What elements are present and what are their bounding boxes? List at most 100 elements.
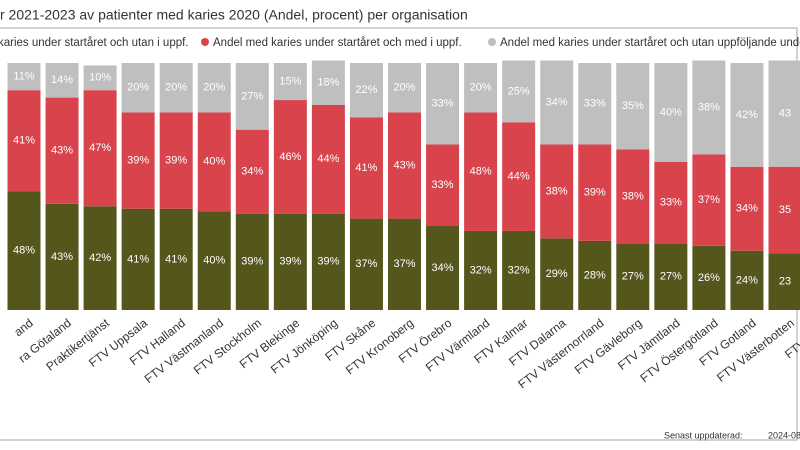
value-label: 35	[779, 204, 791, 216]
bar-segment	[540, 238, 574, 310]
value-label: 20%	[165, 82, 187, 94]
value-label: 20%	[203, 82, 225, 94]
bar-segment	[159, 112, 193, 209]
value-label: 23	[779, 276, 791, 288]
value-label: 40%	[203, 156, 225, 168]
bar-segment	[692, 60, 726, 155]
bar-segment	[502, 230, 536, 310]
value-label: 43%	[393, 159, 415, 171]
value-label: 24%	[736, 274, 758, 286]
bar-segment	[502, 122, 536, 231]
bar-segment	[464, 63, 498, 113]
bar-segment	[83, 65, 117, 91]
bar-segment	[768, 166, 800, 254]
value-label: 34%	[546, 96, 568, 108]
bar-segment	[540, 60, 574, 145]
value-label: 33%	[584, 98, 606, 110]
bar-segment	[730, 166, 764, 251]
bar-segment	[654, 63, 688, 162]
value-label: 38%	[698, 101, 720, 113]
value-label: 33%	[432, 98, 454, 110]
value-label: 27%	[622, 271, 644, 283]
footer-label: Senast uppdaterad:	[664, 430, 743, 440]
bar-segment	[7, 191, 41, 310]
value-label: 15%	[279, 75, 301, 87]
value-label: 18%	[317, 77, 339, 89]
bar-segment	[45, 63, 79, 98]
value-label: 27%	[660, 271, 682, 283]
legend-marker	[488, 38, 496, 46]
value-label: 43%	[51, 251, 73, 263]
value-label: 25%	[508, 85, 530, 97]
value-label: 10%	[89, 72, 111, 84]
value-label: 44%	[508, 171, 530, 183]
bar-segment	[464, 112, 498, 231]
value-label: 47%	[89, 142, 111, 154]
value-label: 34%	[736, 203, 758, 215]
bar-segment	[349, 63, 383, 118]
bar-segment	[273, 63, 307, 101]
value-label: 20%	[393, 82, 415, 94]
bar-segment	[654, 161, 688, 244]
value-label: 42%	[89, 252, 111, 264]
bar-segment	[121, 63, 155, 113]
bar-segment	[273, 213, 307, 310]
bar-segment	[616, 63, 650, 150]
bar-segment	[349, 117, 383, 219]
value-label: 34%	[241, 166, 263, 178]
bar-segment	[768, 60, 800, 167]
value-label: 27%	[241, 90, 263, 102]
bar-segment	[159, 208, 193, 310]
bar-segment	[7, 90, 41, 192]
value-label: 39%	[127, 154, 149, 166]
bar-segment	[730, 250, 764, 310]
value-label: 20%	[470, 82, 492, 94]
value-label: 33%	[660, 196, 682, 208]
bar-segment	[692, 245, 726, 310]
value-label: 38%	[622, 190, 644, 202]
value-label: 38%	[546, 185, 568, 197]
value-label: 26%	[698, 272, 720, 284]
bar-segment	[426, 144, 460, 227]
bar-segment	[426, 226, 460, 310]
bar-segment	[83, 206, 117, 310]
bar-segment	[7, 63, 41, 91]
bar-segment	[121, 112, 155, 209]
bar-segment	[273, 100, 307, 214]
value-label: 39%	[241, 256, 263, 268]
value-label: 32%	[470, 264, 492, 276]
value-label: 20%	[127, 82, 149, 94]
value-label: 46%	[279, 151, 301, 163]
value-label: 39%	[317, 256, 339, 268]
value-label: 48%	[470, 166, 492, 178]
bar-segment	[197, 211, 231, 310]
bar-segment	[197, 63, 231, 113]
value-label: 39%	[165, 154, 187, 166]
bar-segment	[464, 230, 498, 310]
bar-segment	[578, 240, 612, 310]
value-label: 43	[779, 108, 791, 120]
bar-segment	[616, 149, 650, 244]
bar-segment	[235, 63, 269, 130]
legend-marker	[201, 38, 209, 46]
value-label: 22%	[355, 84, 377, 96]
legend-label: Andel med karies under startåret och uta…	[500, 37, 800, 49]
legend-label: karies under startåret och utan i uppf.	[0, 37, 189, 49]
bar-segment	[426, 63, 460, 145]
bar-segment	[159, 63, 193, 113]
bar-segment	[502, 60, 536, 123]
bar-segment	[730, 63, 764, 167]
value-label: 39%	[279, 256, 301, 268]
bar-segment	[388, 112, 421, 219]
footer-date: 2024-08-	[768, 430, 800, 440]
bar-segment	[654, 243, 688, 310]
bar-segment	[349, 218, 383, 310]
value-label: 11%	[13, 70, 34, 82]
x-tick-label: and	[11, 316, 35, 339]
value-label: 41%	[165, 253, 187, 265]
value-label: 40%	[660, 106, 682, 118]
bar-segment	[235, 213, 269, 310]
value-label: 44%	[317, 153, 339, 165]
